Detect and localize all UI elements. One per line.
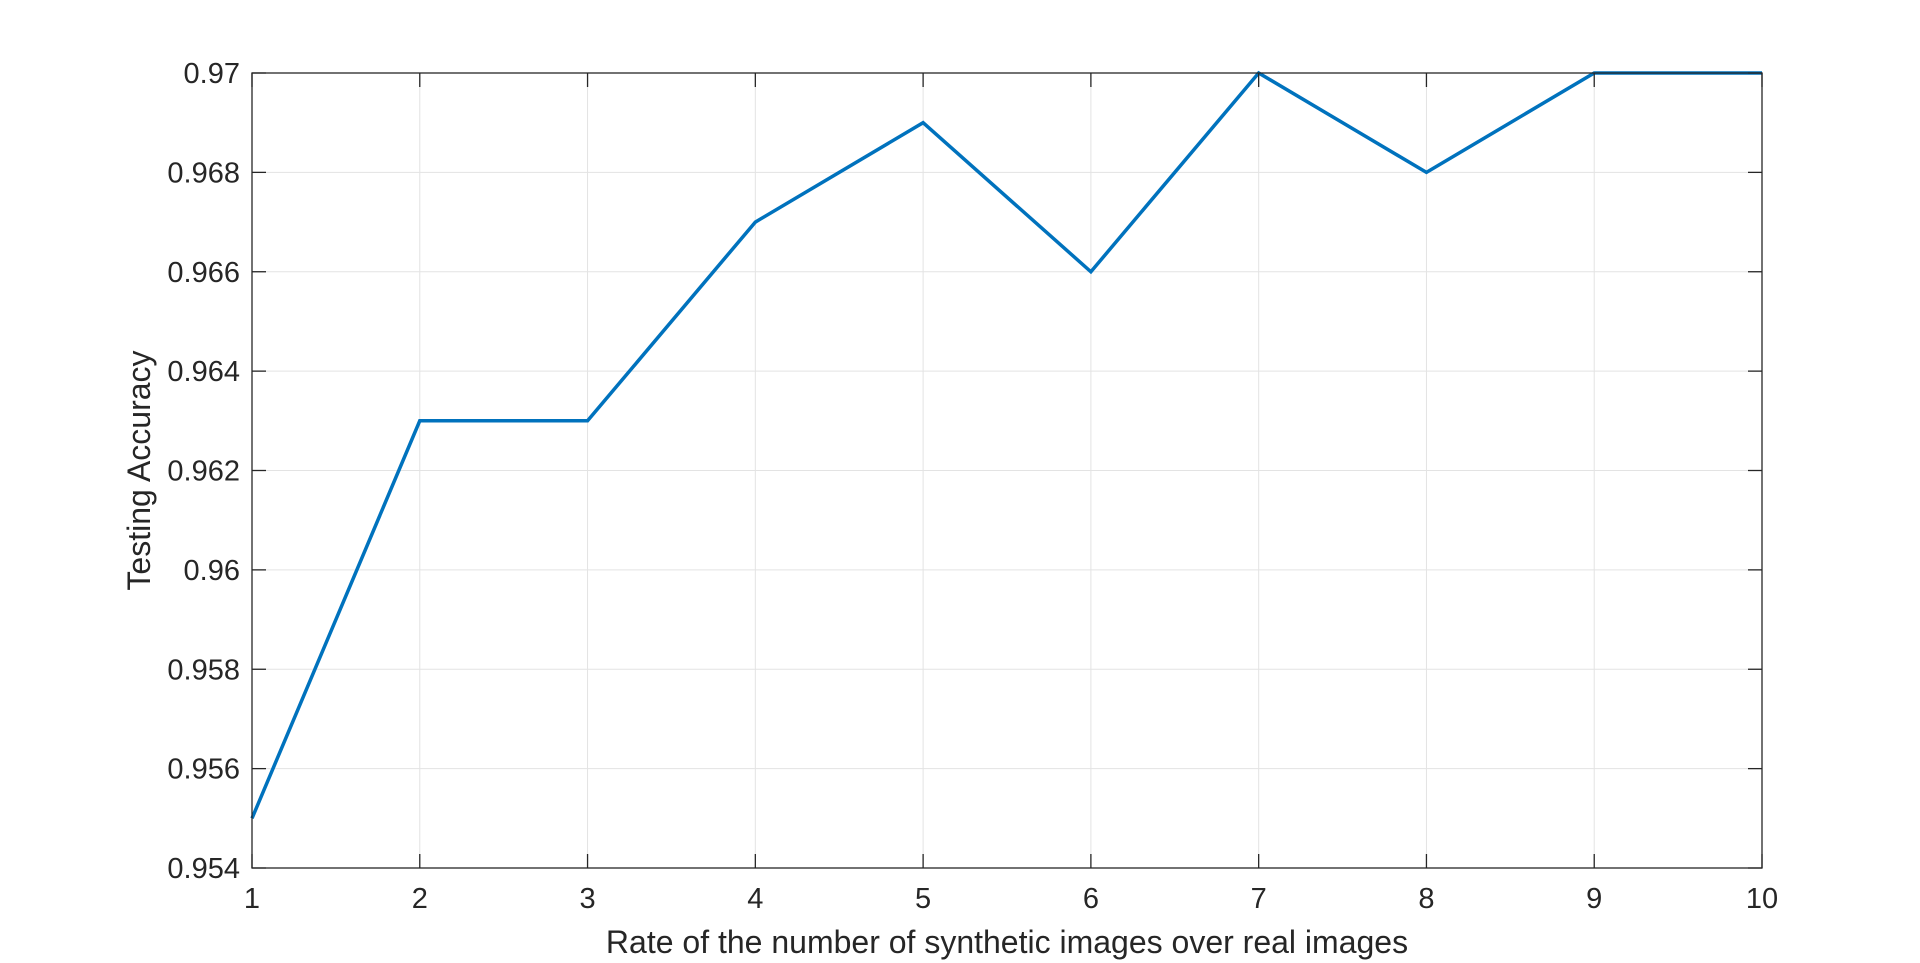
x-tick-label: 6 [1083,883,1099,915]
x-tick-label: 4 [747,883,763,915]
x-tick-labels: 1 2 3 4 5 6 7 8 9 10 [244,883,1778,915]
series-layer [250,70,1762,819]
x-tick-label: 3 [579,883,595,915]
y-tick-labels: 0.954 0.956 0.958 0.96 0.962 0.964 0.966 0.968 0… [167,58,240,885]
y-tick-label: 0.97 [184,58,240,90]
x-axis-title: Rate of the number of synthetic images o… [606,924,1408,960]
x-tick-label: 5 [915,883,931,915]
x-tick-label: 2 [412,883,428,915]
x-tick-label: 1 [244,883,260,915]
plot-area [250,70,1763,869]
y-tick-label: 0.964 [167,356,240,388]
y-tick-label: 0.96 [184,555,240,587]
y-tick-label: 0.966 [167,257,240,289]
y-axis-title: Testing Accuracy [121,350,157,590]
y-tick-label: 0.956 [167,754,240,786]
ticks [251,72,1763,869]
x-tick-label: 10 [1746,883,1778,915]
series-line [250,70,1762,819]
x-tick-label: 7 [1251,883,1267,915]
y-tick-label: 0.954 [167,853,240,885]
y-tick-label: 0.962 [167,456,240,488]
x-tick-label: 9 [1586,883,1602,915]
x-tick-label: 8 [1418,883,1434,915]
y-tick-label: 0.968 [167,157,240,189]
y-tick-label: 0.958 [167,654,240,686]
